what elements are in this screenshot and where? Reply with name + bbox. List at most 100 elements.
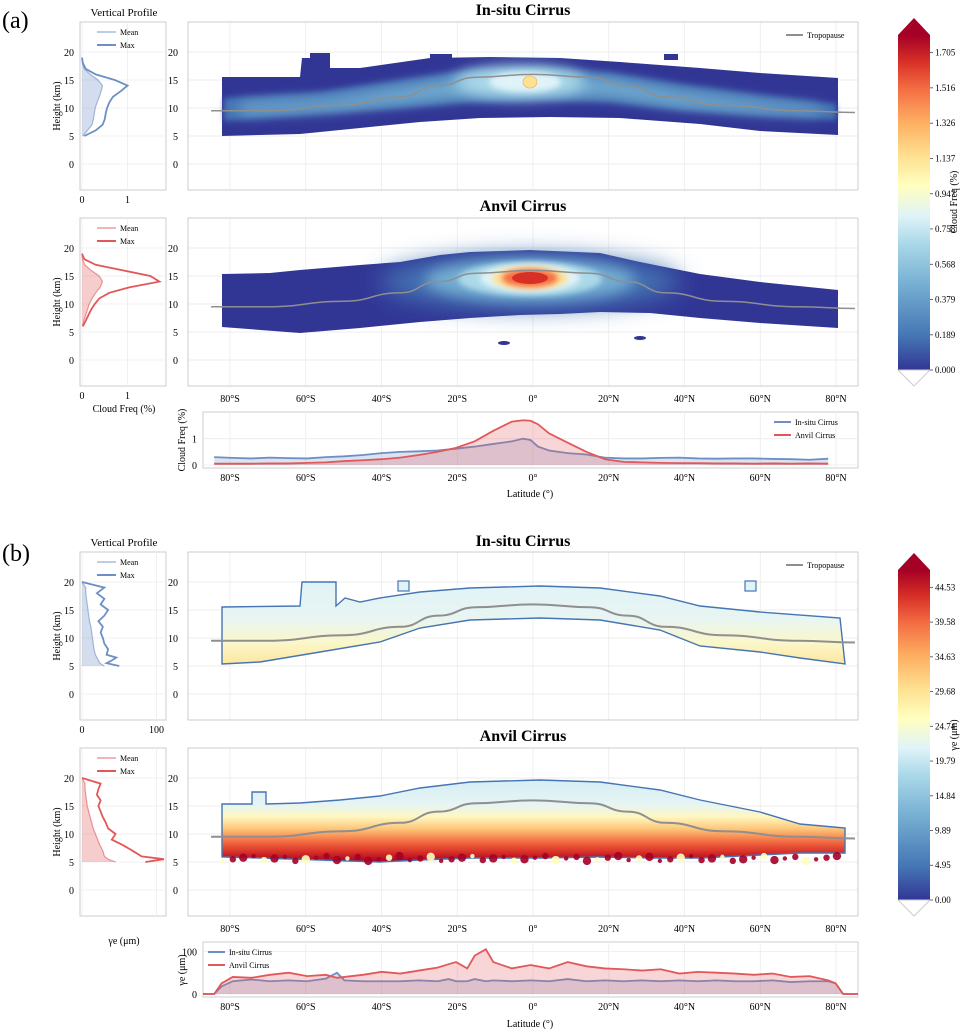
zonal-latitude-tick: 60°S [296, 1002, 316, 1013]
colorbar-tick-label: 0.758 [935, 224, 956, 234]
anvil-re-speckle [813, 857, 819, 862]
profile-mean-area [82, 778, 116, 862]
anvil-re-speckle [595, 857, 600, 862]
profile-mean-area [82, 57, 103, 136]
zonal-y-tick: 1 [192, 435, 197, 446]
insitu-freq-peak [522, 75, 538, 89]
zonal-latitude-tick: 40°S [372, 1002, 392, 1013]
zonal-legend-insitu-label: In-situ Cirrus [795, 418, 838, 427]
profile-mean-line [81, 777, 116, 863]
colorbar-tick-label: 1.705 [935, 48, 956, 58]
anvil-re-speckle [448, 856, 455, 863]
legend-max-label: Max [120, 237, 135, 246]
profile-x-tick: 1 [125, 195, 130, 206]
colorbar-tick-label: 0.189 [935, 330, 956, 340]
colorbar-tick-label: 1.326 [935, 118, 956, 128]
zonal-latitude-tick: 40°S [372, 473, 392, 484]
anvil-re-speckle [720, 854, 725, 860]
height-label-a-insitu: Height (km) [52, 81, 63, 130]
anvil-re-speckle [657, 858, 663, 864]
colorbar-tick-label: 39.58 [935, 617, 956, 627]
map-height-tick: 0 [173, 886, 178, 897]
panel-a-label: (a) [2, 8, 29, 34]
insitu-re-envelope [221, 581, 846, 665]
map-latitude-tick: 80°N [825, 924, 846, 935]
colorbar-tick-label: 1.137 [935, 153, 956, 163]
profile-height-tick: 5 [69, 132, 74, 143]
anvil-re-speckle [635, 855, 643, 862]
anvil-re-speckle [345, 856, 350, 861]
colorbar-tick-label: 14.84 [935, 791, 956, 801]
colorbar-b-label: γe (μm) [949, 719, 960, 751]
profile-a-insitu: 0 5 10 15 20 0 1 Mean Max [64, 22, 166, 206]
anvil-re-speckle [532, 855, 538, 860]
profile-height-tick: 20 [64, 774, 74, 785]
map-latitude-tick: 80°N [825, 394, 846, 405]
zonal-insitu-area [203, 972, 858, 994]
anvil-freq-blob [634, 336, 646, 340]
profile-height-tick: 0 [69, 356, 74, 367]
colorbar-a-label: Cloud Freq (%) [949, 171, 960, 234]
anvil-re-speckle [520, 855, 529, 864]
map-height-tick: 5 [173, 662, 178, 673]
insitu-re-blob [744, 580, 757, 592]
profile-frame-a-anvil [79, 217, 167, 387]
anvil-re-speckle [676, 853, 685, 862]
profile-xlabel-b: γe (μm) [107, 936, 139, 947]
anvil-re-speckle [323, 852, 330, 860]
legend-mean-label: Mean [120, 754, 138, 763]
zonal-latitude-tick: 80°S [220, 1002, 240, 1013]
latitude-label-a: Latitude (°) [507, 489, 553, 500]
anvil-re-speckle [354, 853, 362, 861]
map-latitude-tick: 60°N [750, 394, 771, 405]
colorbar-a-top-arrow [898, 18, 930, 35]
colorbar-b-top-arrow [898, 553, 930, 570]
anvil-re-speckle [438, 858, 444, 864]
anvil-re-speckle [457, 853, 467, 862]
anvil-re-speckle [645, 852, 654, 862]
profile-mean-area [82, 582, 105, 666]
profile-height-tick: 5 [69, 328, 74, 339]
profile-mean-line [81, 581, 105, 667]
legend-max-label: Max [120, 767, 135, 776]
anvil-re-speckle [229, 856, 237, 863]
profile-frame-b-insitu [79, 551, 167, 721]
anvil-re-speckle [282, 854, 288, 860]
colorbar-b: γe (μm) 0.00 4.95 9.89 14.84 19.79 24.74 29.68… [896, 553, 960, 917]
map-latitude-tick: 40°S [372, 924, 392, 935]
anvil-re-speckle [426, 852, 435, 862]
anvil-re-speckle [301, 855, 310, 864]
height-label-b-insitu: Height (km) [52, 611, 63, 660]
profile-mean-line [81, 253, 104, 327]
map-height-tick: 15 [168, 76, 178, 87]
anvil-re-speckle [385, 854, 393, 861]
colorbar-tick-label: 0.000 [935, 365, 956, 375]
zonal-latitude-tick: 80°N [825, 473, 846, 484]
map-height-tick: 10 [168, 830, 178, 841]
map-latitude-tick: 20°N [598, 924, 619, 935]
map-latitude-tick: 40°N [674, 394, 695, 405]
zonal-ylabel-b: γe (μm) [177, 954, 188, 986]
profile-height-tick: 20 [64, 48, 74, 59]
map-frame-b-anvil [187, 747, 859, 917]
heatmap-a-anvil [211, 250, 855, 345]
anvil-re-speckle [239, 853, 248, 862]
anvil-re-speckle [220, 858, 225, 864]
map-latitude-tick: 0° [529, 394, 538, 405]
colorbar-tick-label: 0.00 [935, 895, 951, 905]
zonal-frame-a [202, 411, 859, 469]
profile-height-tick: 0 [69, 690, 74, 701]
anvil-re-speckle [551, 855, 560, 865]
colorbar-tick-label: 0.379 [935, 294, 956, 304]
profile-x-tick: 1 [125, 391, 130, 402]
colorbar-tick-label: 29.68 [935, 687, 956, 697]
map-latitude-tick: 20°S [447, 394, 467, 405]
anvil-re-speckle [760, 852, 768, 860]
map-height-tick: 20 [168, 48, 178, 59]
heatmap-b-anvil [211, 779, 855, 866]
colorbar-a: Cloud Freq (%) 0.000 0.189 0.379 0.568 0.758… [896, 18, 960, 387]
colorbar-b-gradient [898, 570, 930, 900]
zonal-anvil-area [203, 949, 858, 994]
profile-height-tick: 15 [64, 272, 74, 283]
map-height-tick: 0 [173, 356, 178, 367]
